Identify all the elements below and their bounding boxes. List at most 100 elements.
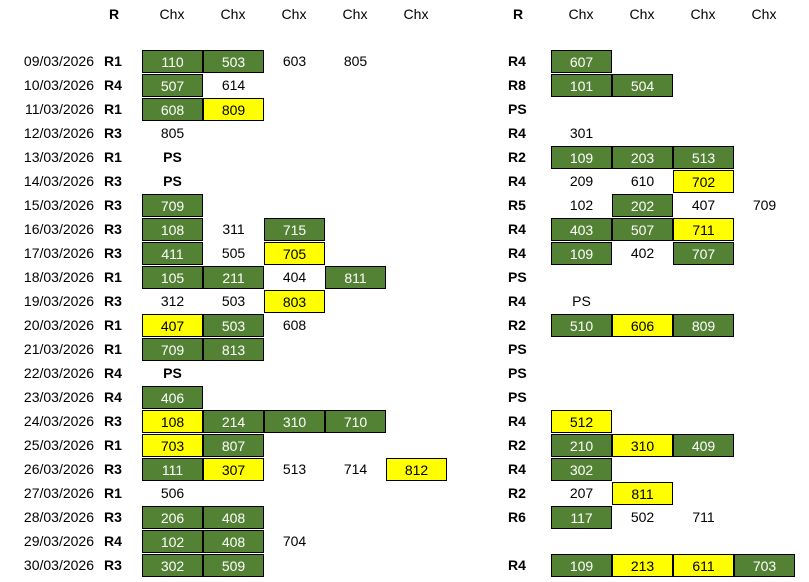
right-value-cell: 403 [551, 218, 612, 241]
row-left-route: R3 [104, 413, 122, 429]
row-right-route: R2 [508, 437, 526, 453]
left-value-cell: 307 [203, 458, 264, 481]
right-value-cell: 502 [630, 509, 655, 525]
right-value-cell: 202 [612, 194, 673, 217]
right-value-cell: 402 [630, 245, 655, 261]
left-value-cell: PS [163, 173, 182, 189]
left-value-cell: 312 [160, 293, 185, 309]
right-value-cell: 809 [673, 314, 734, 337]
left-value-cell: 709 [142, 338, 203, 361]
left-value-cell: 105 [142, 266, 203, 289]
row-date: 20/03/2026 [23, 317, 94, 333]
row-right-route: R4 [508, 413, 526, 429]
left-value-cell: 715 [264, 218, 325, 241]
right-value-cell: 213 [612, 554, 673, 577]
left-chx-header-5: Chx [403, 6, 429, 22]
right-value-cell: 512 [551, 410, 612, 433]
left-value-cell: 805 [160, 125, 185, 141]
left-value-cell: 709 [142, 194, 203, 217]
row-date: 25/03/2026 [23, 437, 94, 453]
left-value-cell: 509 [203, 554, 264, 577]
row-date: 10/03/2026 [23, 77, 94, 93]
left-value-cell: 310 [264, 410, 325, 433]
row-date: 28/03/2026 [23, 509, 94, 525]
left-value-cell: 503 [221, 293, 246, 309]
row-date: 14/03/2026 [23, 173, 94, 189]
row-date: 29/03/2026 [23, 533, 94, 549]
right-value-cell: 510 [551, 314, 612, 337]
left-value-cell: 812 [386, 458, 447, 481]
left-value-cell: 503 [203, 314, 264, 337]
row-date: 26/03/2026 [23, 461, 94, 477]
row-left-route: R3 [104, 173, 122, 189]
right-value-cell: 703 [734, 554, 795, 577]
right-value-cell: 310 [612, 434, 673, 457]
row-date: 16/03/2026 [23, 221, 94, 237]
left-value-cell: 108 [142, 410, 203, 433]
row-right-route: R4 [508, 557, 526, 573]
row-date: 15/03/2026 [23, 197, 94, 213]
row-left-route: R3 [104, 221, 122, 237]
row-left-route: R4 [104, 389, 122, 405]
row-left-route: R1 [104, 317, 122, 333]
right-value-cell: 109 [551, 554, 612, 577]
left-value-cell: 811 [325, 266, 386, 289]
left-value-cell: 710 [325, 410, 386, 433]
left-value-cell: 505 [221, 245, 246, 261]
row-date: 27/03/2026 [23, 485, 94, 501]
right-value-cell: 102 [569, 197, 594, 213]
row-left-route: R3 [104, 125, 122, 141]
left-value-cell: 406 [142, 386, 203, 409]
right-chx-header-2: Chx [629, 6, 655, 22]
row-right-route: R2 [508, 485, 526, 501]
left-value-cell: 111 [142, 458, 203, 481]
right-value-cell: 711 [692, 509, 715, 525]
left-r-header: R [108, 6, 120, 22]
right-value-cell: 210 [551, 434, 612, 457]
right-value-cell: 117 [551, 506, 612, 529]
row-date: 23/03/2026 [23, 389, 94, 405]
left-value-cell: 311 [222, 221, 245, 237]
row-right-route: PS [508, 365, 527, 381]
left-value-cell: 110 [142, 50, 203, 73]
right-value-cell: PS [572, 293, 591, 309]
left-value-cell: 813 [203, 338, 264, 361]
left-value-cell: PS [163, 149, 182, 165]
left-value-cell: 407 [142, 314, 203, 337]
row-left-route: R1 [104, 437, 122, 453]
row-left-route: R4 [104, 77, 122, 93]
row-right-route: PS [508, 269, 527, 285]
left-chx-header-2: Chx [220, 6, 246, 22]
left-value-cell: 408 [203, 506, 264, 529]
row-date: 21/03/2026 [23, 341, 94, 357]
row-left-route: R3 [104, 557, 122, 573]
row-date: 19/03/2026 [23, 293, 94, 309]
left-value-cell: 408 [203, 530, 264, 553]
left-value-cell: 506 [160, 485, 185, 501]
left-value-cell: 608 [282, 317, 307, 333]
row-date: 17/03/2026 [23, 245, 94, 261]
left-value-cell: 404 [282, 269, 307, 285]
row-date: 18/03/2026 [23, 269, 94, 285]
left-value-cell: 703 [142, 434, 203, 457]
right-value-cell: 109 [551, 146, 612, 169]
right-value-cell: 302 [551, 458, 612, 481]
row-right-route: R4 [508, 53, 526, 69]
left-value-cell: 803 [264, 290, 325, 313]
right-value-cell: 109 [551, 242, 612, 265]
right-value-cell: 507 [612, 218, 673, 241]
left-value-cell: 714 [343, 461, 368, 477]
left-value-cell: 704 [282, 533, 307, 549]
left-value-cell: 614 [221, 77, 246, 93]
left-value-cell: 503 [203, 50, 264, 73]
row-left-route: R4 [104, 533, 122, 549]
row-left-route: R3 [104, 197, 122, 213]
row-right-route: R4 [508, 293, 526, 309]
row-date: 11/03/2026 [24, 101, 94, 117]
left-value-cell: 705 [264, 242, 325, 265]
left-value-cell: 805 [343, 53, 368, 69]
right-value-cell: 407 [691, 197, 716, 213]
row-right-route: R6 [508, 509, 526, 525]
row-left-route: R3 [104, 245, 122, 261]
row-date: 09/03/2026 [23, 53, 94, 69]
